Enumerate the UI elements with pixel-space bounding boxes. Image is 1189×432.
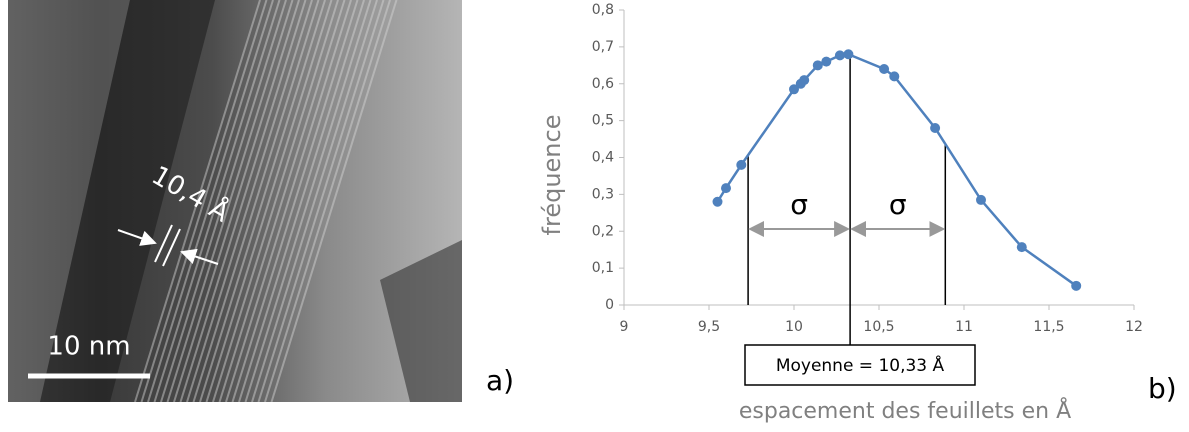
plot: 9 9,5 10 10,5 11 11,5 12 0 0,1 0,2 0,3 0,4 0,5 0,6 0,7… <box>592 2 1143 386</box>
data-point <box>1016 242 1027 253</box>
x-tick-label: 11,5 <box>1033 319 1064 335</box>
data-point <box>736 159 747 170</box>
y-tick-label: 0,3 <box>592 186 614 202</box>
y-tick-label: 0,6 <box>592 76 614 92</box>
x-axis-label: espacement des feuillets en Å <box>739 397 1071 424</box>
y-tick-label: 0,1 <box>592 260 614 276</box>
y-tick-label: 0,5 <box>592 113 614 129</box>
data-point <box>843 49 854 60</box>
y-axis-label: fréquence <box>538 115 566 236</box>
data-point <box>889 71 900 82</box>
panel-label: b) <box>1148 372 1177 405</box>
y-tick-label: 0,8 <box>592 2 614 18</box>
mean-label: Moyenne = 10,33 Å <box>776 354 945 376</box>
x-tick-label: 9,5 <box>698 319 720 335</box>
mean-box <box>744 344 976 386</box>
series-line <box>716 52 1077 287</box>
x-tick-label: 11 <box>955 319 973 335</box>
y-tick-label: 0,2 <box>592 223 614 239</box>
data-point <box>721 183 731 194</box>
tem-image: 10,4 Å 10 nm <box>8 0 462 402</box>
scale-bar-label: 10 nm <box>47 332 130 362</box>
data-point <box>834 50 845 61</box>
sigma-label: σ <box>889 188 907 221</box>
x-tick-label: 10,5 <box>863 319 894 335</box>
data-point <box>1071 280 1082 291</box>
data-point <box>712 196 723 207</box>
data-point <box>799 75 810 86</box>
y-tick-label: 0,4 <box>592 150 614 166</box>
y-tick-label: 0 <box>605 297 614 313</box>
x-tick-label: 12 <box>1125 319 1143 335</box>
data-point <box>976 194 986 205</box>
data-point <box>789 84 799 95</box>
data-point <box>930 123 941 133</box>
data-point <box>821 56 832 67</box>
x-tick-label: 9 <box>620 319 629 335</box>
y-tick-label: 0,7 <box>592 39 614 55</box>
data-point <box>812 60 823 71</box>
x-tick-label: 10 <box>785 319 803 335</box>
sigma-label: σ <box>790 188 808 221</box>
data-point <box>879 64 890 74</box>
panel-label: a) <box>486 364 514 397</box>
